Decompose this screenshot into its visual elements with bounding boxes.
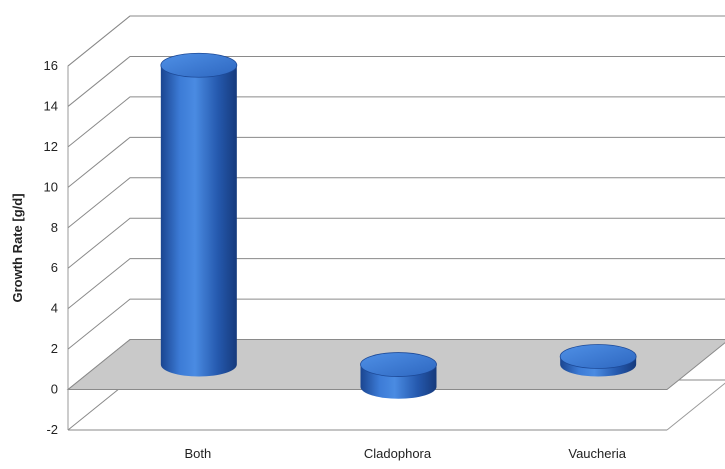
gridline	[67, 15, 725, 67]
x-axis-categories: Both Cladophora Vaucheria	[184, 446, 626, 461]
gridline	[67, 217, 725, 269]
gridline	[67, 258, 725, 310]
x-category-label: Cladophora	[364, 446, 432, 461]
y-tick-label: 8	[51, 220, 58, 235]
x-category-label: Vaucheria	[568, 446, 626, 461]
bars	[160, 52, 637, 399]
x-category-label: Both	[184, 446, 211, 461]
bar-top-cap	[360, 352, 437, 377]
y-axis-ticks: -2 0 2 4 6 8 10 12 14 16	[44, 58, 58, 437]
gridline	[67, 96, 725, 148]
y-tick-label: 16	[44, 58, 58, 73]
gridline	[67, 55, 725, 107]
y-tick-label: 6	[51, 260, 58, 275]
y-tick-label: 2	[51, 341, 58, 356]
gridline	[67, 177, 725, 229]
y-axis-title: Growth Rate [g/d]	[10, 193, 25, 302]
y-tick-label: 14	[44, 98, 58, 113]
bar-top-cap	[559, 344, 637, 369]
y-tick-label: -2	[46, 422, 58, 437]
y-tick-label: 10	[44, 179, 58, 194]
bar	[160, 52, 238, 377]
y-tick-label: 0	[51, 382, 58, 397]
gridline	[67, 298, 725, 350]
y-tick-label: 4	[51, 301, 58, 316]
bar	[360, 352, 437, 399]
bar-top-cap	[160, 52, 238, 78]
bar-body	[160, 65, 237, 377]
gridline	[67, 136, 725, 188]
bar	[559, 344, 637, 377]
y-tick-label: 12	[44, 139, 58, 154]
